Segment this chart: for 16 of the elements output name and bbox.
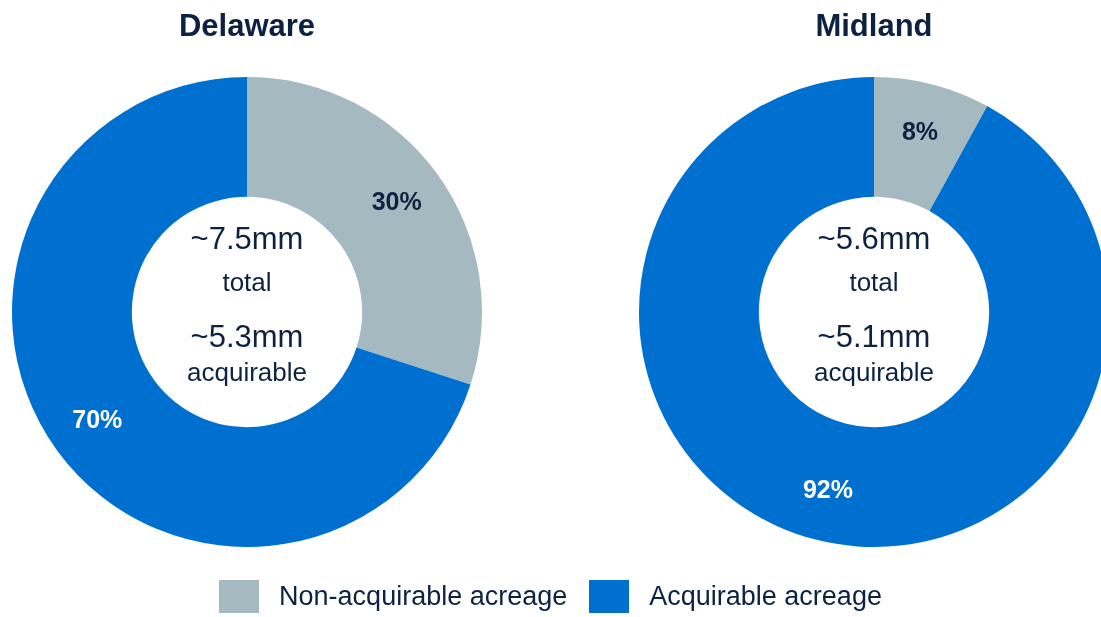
data-label: 30%	[371, 187, 422, 216]
text: total	[849, 267, 899, 298]
text: ~5.3mm	[190, 318, 304, 354]
data-label: 92%	[802, 475, 853, 504]
legend-label: Acquirable acreage	[649, 581, 882, 612]
text: acquirable	[187, 357, 307, 388]
legend-label: Non-acquirable acreage	[279, 581, 568, 612]
chart-title: Delaware	[177, 8, 317, 44]
text: ~5.6mm	[817, 220, 931, 256]
text: ~7.5mm	[190, 220, 304, 256]
data-label: 8%	[901, 116, 939, 145]
chart-title: Midland	[814, 8, 934, 44]
text: acquirable	[814, 357, 934, 388]
data-label: 70%	[72, 404, 123, 433]
text: ~5.1mm	[817, 318, 931, 354]
text: total	[222, 267, 272, 298]
